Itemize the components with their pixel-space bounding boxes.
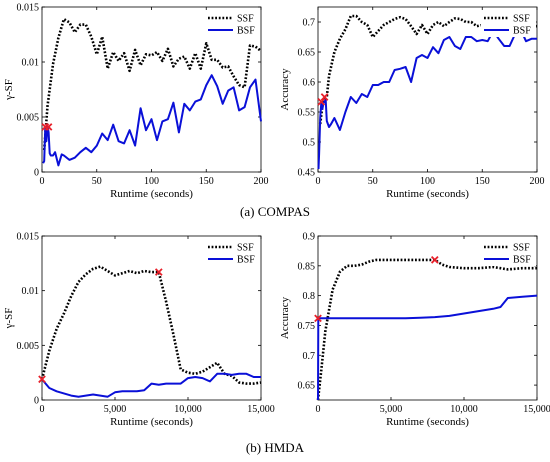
chart-2-xtick-label: 15,000 [247, 404, 275, 415]
chart-3-legend-box [481, 239, 536, 266]
chart-3-ytick-label: 0.65 [298, 381, 316, 392]
chart-1-legend-label-bsf: BSF [513, 26, 531, 37]
hmda-accuracy-chart: 0 5,000 10,000 15,000 0.65 0.7 0.75 0.8 0.85 0.9 R… [279, 232, 550, 429]
chart-3-xtick-label: 15,000 [523, 404, 550, 415]
chart-0-ytick-label: 0.015 [17, 3, 40, 14]
caption-compas: (a) COMPAS [240, 204, 310, 219]
chart-2-xtick-label: 10,000 [174, 404, 202, 415]
chart-2-ytick-label: 0.015 [17, 232, 40, 243]
chart-1-marker-cross [320, 93, 329, 101]
chart-1-ytick-label: 0.5 [303, 138, 316, 149]
chart-3-xtick-label: 5,000 [380, 404, 403, 415]
chart-1-ytick-label: 0.65 [298, 48, 316, 59]
chart-3-legend-label-bsf: BSF [513, 255, 531, 266]
chart-1-marker-cross [317, 97, 326, 106]
chart-1-legend-box [481, 10, 536, 37]
chart-1-yaxis-label: Accuracy [279, 68, 291, 111]
chart-1-ytick-label: 0.55 [298, 108, 316, 119]
chart-2-series-bsf-line [41, 372, 261, 398]
marker-stroke [320, 93, 329, 101]
compas-accuracy-chart: 0 50 100 150 200 0.45 0.5 0.55 0.6 0.65 0.7 Runtime… [279, 6, 545, 200]
chart-1-legend-label-ssf: SSF [513, 14, 530, 25]
chart-2-xaxis-label: Runtime (seconds) [110, 416, 193, 428]
chart-0-xaxis-label: Runtime (seconds) [110, 188, 193, 200]
chart-0-yaxis-label: γ-SF [3, 79, 15, 101]
chart-0-ytick-label: 0.01 [22, 58, 40, 69]
chart-2-legend-label-ssf: SSF [237, 243, 254, 254]
chart-2-ytick-label: 0 [34, 396, 39, 407]
chart-3-yaxis-label: Accuracy [279, 296, 291, 339]
chart-0-legend-label-ssf: SSF [237, 14, 254, 25]
chart-3-ytick-label: 0.85 [298, 261, 316, 272]
chart-1-xtick-label: 0 [316, 176, 321, 187]
chart-1-ytick-label: 0.7 [303, 18, 316, 29]
chart-1-xtick-label: 50 [368, 176, 378, 187]
chart-2-marker-cross [38, 375, 46, 384]
chart-2-ytick-label: 0.005 [17, 341, 40, 352]
chart-2-yaxis-label: γ-SF [3, 308, 15, 330]
chart-1-ytick-label: 0.45 [298, 168, 316, 179]
chart-0-ytick-label: 0 [34, 168, 39, 179]
chart-3-legend-label-ssf: SSF [513, 243, 530, 254]
chart-0-xtick-label: 0 [40, 176, 45, 187]
chart-0-marker-cross [44, 123, 53, 131]
chart-0-xtick-label: 100 [144, 176, 159, 187]
chart-3-marker-cross [430, 256, 439, 264]
chart-3-series-ssf-line [316, 258, 537, 401]
marker-stroke [430, 256, 439, 264]
chart-1-xaxis-label: Runtime (seconds) [386, 188, 469, 200]
chart-1-ytick-label: 0.6 [303, 78, 316, 89]
chart-0-ytick-label: 0.005 [17, 113, 40, 124]
chart-2-xtick-label: 0 [40, 404, 45, 415]
chart-3-ytick-label: 0.75 [298, 321, 316, 332]
chart-2-ytick-label: 0.01 [22, 286, 40, 297]
chart-0-series-ssf-line [42, 17, 262, 151]
chart-2-legend-label-bsf: BSF [237, 255, 255, 266]
chart-0-xtick-label: 150 [199, 176, 214, 187]
chart-1-xtick-label: 100 [420, 176, 435, 187]
marker-stroke [317, 97, 326, 106]
chart-3-xaxis-label: Runtime (seconds) [386, 416, 469, 428]
chart-0-legend-box [205, 10, 260, 37]
chart-3-marker-cross [314, 314, 322, 323]
chart-1-xtick-label: 150 [475, 176, 490, 187]
caption-hmda: (b) HMDA [245, 440, 305, 455]
chart-1-series-bsf-line [317, 28, 537, 170]
chart-3-series-bsf-line [317, 294, 538, 401]
chart-2-plot-frame [41, 235, 262, 401]
chart-2-marker-cross [154, 268, 163, 276]
chart-0-xtick-label: 50 [92, 176, 102, 187]
chart-2-series-ssf-line [40, 265, 262, 385]
marker-stroke [44, 123, 53, 131]
chart-0-legend-label-bsf: BSF [237, 26, 255, 37]
chart-3-xtick-label: 0 [316, 404, 321, 415]
chart-2-legend-box [205, 239, 260, 266]
chart-2-xtick-label: 5,000 [104, 404, 127, 415]
hmda-gamma-sf-chart: 0 5,000 10,000 15,000 0 0.005 0.01 0.015 Runtime… [3, 232, 275, 429]
chart-0-series-bsf-line [42, 74, 262, 167]
marker-stroke [154, 268, 163, 276]
compas-gamma-sf-chart: 0 50 100 150 200 0 0.005 0.01 0.015 Runtime (seco… [3, 3, 269, 201]
marker-stroke [314, 314, 322, 323]
chart-3-ytick-label: 0.9 [303, 232, 316, 243]
chart-1-xtick-label: 200 [530, 176, 545, 187]
chart-3-ytick-label: 0.7 [303, 351, 316, 362]
chart-3-xtick-label: 10,000 [450, 404, 478, 415]
chart-3-ytick-label: 0.8 [303, 291, 316, 302]
chart-0-xtick-label: 200 [254, 176, 269, 187]
marker-stroke [38, 375, 46, 384]
